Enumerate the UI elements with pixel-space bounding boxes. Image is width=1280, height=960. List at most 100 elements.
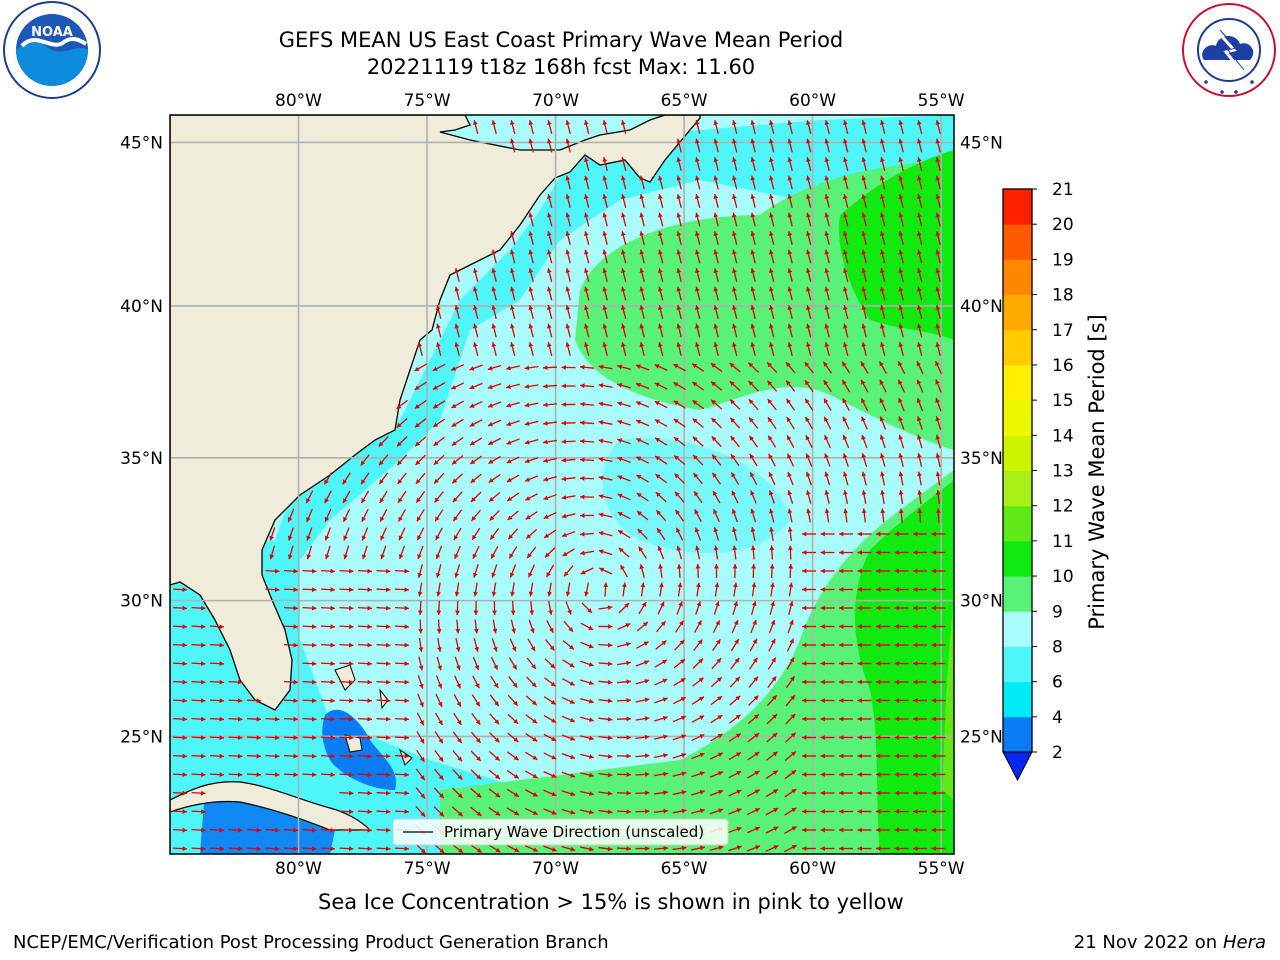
wave-direction-arrow [824,342,830,356]
wave-direction-arrow [616,790,632,796]
wave-direction-arrow [506,492,520,502]
wave-direction-arrow [898,286,904,301]
wave-direction-arrow [709,845,724,851]
wave-direction-arrow [898,342,904,356]
wave-direction-arrow [765,788,779,798]
wave-direction-arrow [713,138,719,153]
wave-direction-arrow [730,657,740,670]
wave-direction-arrow [191,698,206,704]
wave-direction-arrow [898,157,904,171]
wave-direction-arrow [376,846,391,852]
wave-direction-arrow [579,531,595,537]
wave-direction-arrow [436,305,442,319]
wave-direction-arrow [751,563,756,579]
wave-direction-arrow [617,475,631,482]
lon-label-top: 75°W [404,91,451,111]
wave-direction-arrow [357,809,373,815]
wave-direction-arrow [639,323,645,338]
wave-direction-arrow [320,661,336,667]
wave-direction-arrow [732,323,738,338]
wave-direction-arrow [728,789,742,797]
wave-direction-arrow [506,456,520,464]
wave-direction-arrow [579,513,595,518]
wave-direction-arrow [876,661,890,666]
wave-direction-arrow [528,231,534,245]
colorbar-tick-label: 14 [1052,426,1074,446]
wave-direction-arrow [528,619,535,634]
wave-direction-arrow [824,286,830,301]
lon-label-top: 65°W [661,91,708,111]
wave-direction-arrow [657,545,665,560]
wave-direction-arrow [528,582,534,597]
wave-direction-arrow [861,194,867,208]
wave-direction-arrow [361,527,369,541]
wave-direction-arrow [584,249,590,264]
wave-direction-arrow [209,716,225,722]
wave-direction-arrow [544,677,556,687]
wave-direction-arrow [879,453,886,467]
date-stamp: 21 Nov 2022 on Hera [1074,932,1266,953]
wave-direction-arrow [898,323,904,338]
wave-direction-arrow [283,605,299,611]
wave-direction-arrow [876,679,890,685]
wave-direction-arrow [823,398,832,411]
wave-direction-arrow [561,771,576,778]
wave-direction-arrow [454,582,460,597]
wave-direction-arrow [172,827,188,833]
wave-direction-arrow [639,212,645,227]
colorbar-tick-label: 10 [1052,567,1074,587]
wave-direction-arrow [584,268,590,282]
wave-direction-arrow [843,323,849,338]
wave-direction-arrow [785,398,796,411]
wave-direction-arrow [598,809,613,815]
wave-direction-arrow [510,582,515,597]
colorbar-tick-label: 18 [1052,286,1074,306]
wave-direction-arrow [880,138,886,153]
wave-direction-arrow [506,807,520,816]
wave-direction-arrow [913,624,927,629]
wave-direction-arrow [434,768,444,781]
wave-direction-arrow [565,194,571,208]
wave-direction-arrow [320,679,336,685]
wave-direction-arrow [433,436,445,447]
wave-direction-arrow [598,605,613,611]
wave-direction-arrow [861,453,868,467]
wave-direction-arrow [879,416,887,430]
wave-direction-arrow [695,212,701,227]
wave-direction-arrow [302,679,317,685]
wave-direction-arrow [820,679,835,685]
wave-direction-arrow [823,379,832,393]
wave-direction-arrow [894,809,909,814]
wave-direction-arrow [839,827,853,833]
wave-direction-arrow [357,790,373,796]
wave-direction-arrow [525,528,538,540]
wave-direction-arrow [898,416,905,430]
wave-direction-arrow [823,416,832,430]
wave-direction-arrow [470,787,482,799]
wave-direction-arrow [784,769,797,780]
wave-direction-arrow [209,661,225,667]
wave-direction-arrow [487,437,502,446]
wave-direction-arrow [839,772,853,777]
wave-direction-arrow [379,509,388,522]
wave-direction-arrow [397,509,407,522]
wave-direction-arrow [857,661,872,666]
wave-direction-arrow [917,194,923,208]
wave-direction-arrow [508,657,518,670]
wave-direction-arrow [676,268,682,282]
wave-direction-arrow [455,619,461,634]
wave-direction-arrow [621,286,627,301]
wave-direction-arrow [545,564,555,578]
wave-direction-arrow [561,790,576,797]
wave-direction-arrow [654,697,668,704]
wave-direction-arrow [507,732,519,743]
wave-direction-arrow [839,568,853,574]
wave-direction-arrow [376,809,391,815]
wave-direction-arrow [584,212,590,227]
wave-direction-arrow [435,527,443,541]
wave-direction-arrow [931,846,946,851]
wave-direction-arrow [380,527,387,541]
wave-direction-arrow [802,531,816,537]
wave-direction-arrow [935,453,941,467]
wave-direction-arrow [565,120,571,134]
